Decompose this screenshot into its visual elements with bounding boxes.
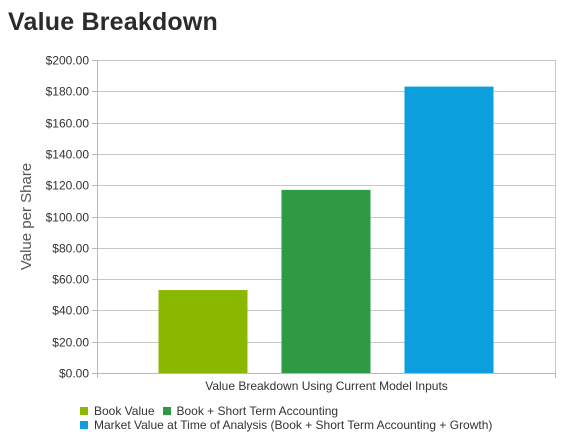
x-axis-label: Value Breakdown Using Current Model Inpu…: [205, 379, 448, 393]
legend-item-market-value: Market Value at Time of Analysis (Book +…: [80, 418, 492, 432]
legend-item-book-value: Book Value: [80, 404, 155, 418]
y-tick-label: $180.00: [46, 85, 90, 99]
y-axis-label: Value per Share: [18, 163, 35, 270]
y-tick-label: $80.00: [52, 242, 89, 256]
legend-swatch-book-value: [80, 407, 88, 415]
y-tick-label: $20.00: [52, 336, 89, 350]
y-tick-label: $160.00: [46, 117, 90, 131]
legend-swatch-book-short-term: [162, 407, 171, 415]
y-tick-label: $100.00: [46, 211, 90, 225]
y-tick-label: $120.00: [46, 179, 90, 193]
legend-label-book-value: Book Value: [94, 404, 155, 418]
legend: Book Value Book + Short Term Accounting …: [80, 404, 560, 432]
y-tick-label: $140.00: [46, 148, 90, 162]
legend-swatch-market-value: [80, 421, 88, 429]
bar-3: [404, 86, 494, 373]
bar-1: [158, 290, 248, 373]
y-tick-label: $40.00: [52, 304, 89, 318]
legend-row-2: Market Value at Time of Analysis (Book +…: [80, 418, 560, 432]
legend-item-book-short-term: Book + Short Term Accounting: [162, 404, 339, 418]
bar-2: [281, 189, 371, 373]
legend-label-market-value: Market Value at Time of Analysis (Book +…: [94, 418, 493, 432]
page-title: Value Breakdown: [8, 8, 219, 36]
y-tick-label: $60.00: [52, 273, 89, 287]
y-tick-label: $200.00: [46, 54, 90, 68]
legend-label-book-short-term: Book + Short Term Accounting: [176, 404, 339, 418]
y-tick-label: $0.00: [59, 367, 89, 381]
legend-row-1: Book Value Book + Short Term Accounting: [80, 404, 560, 418]
